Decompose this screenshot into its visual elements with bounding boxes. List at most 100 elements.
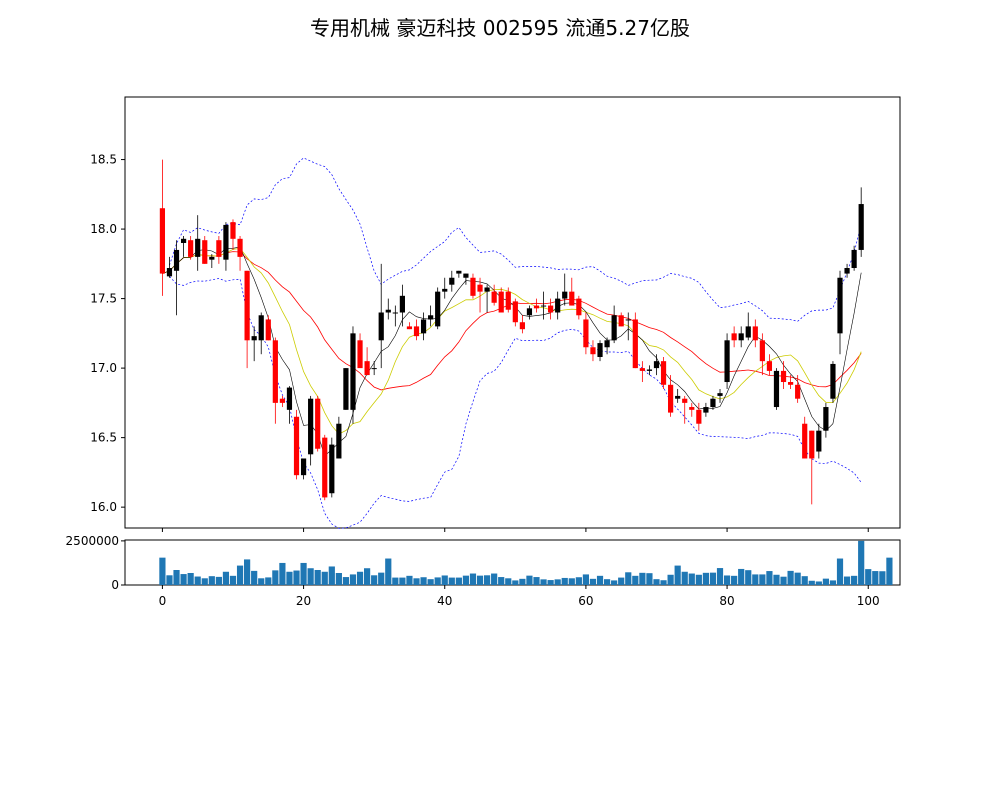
x-axis-tick-label: 60	[578, 594, 593, 608]
volume-bar	[519, 578, 526, 585]
volume-axis-tick-label: 2500000	[66, 534, 119, 548]
volume-bar	[561, 577, 568, 585]
candle-body	[237, 238, 243, 257]
candle-body	[632, 319, 638, 369]
volume-bar	[879, 571, 886, 585]
candle-body	[308, 398, 314, 455]
volume-bar	[759, 574, 766, 585]
candle-body	[428, 315, 434, 320]
candle-body	[823, 407, 829, 431]
candle-body	[420, 319, 427, 334]
candle-body	[590, 347, 596, 355]
x-axis-tick-label: 0	[159, 594, 167, 608]
candle-body	[766, 361, 773, 371]
candle-body	[802, 423, 808, 459]
candle-body	[519, 322, 525, 330]
candle-body	[858, 204, 864, 250]
x-axis-tick-label: 80	[719, 594, 734, 608]
volume-bar	[822, 578, 829, 585]
candle-body	[456, 270, 462, 274]
volume-bar	[582, 574, 590, 585]
volume-bar	[349, 574, 357, 585]
candle-body	[442, 288, 448, 292]
volume-bar	[568, 578, 575, 585]
volume-bar	[674, 565, 681, 585]
candle-body	[618, 315, 624, 327]
volume-bar	[286, 571, 293, 585]
x-axis-tick-label: 20	[296, 594, 311, 608]
volume-bar	[441, 575, 448, 585]
volume-bar	[858, 540, 865, 585]
volume-bar	[187, 573, 194, 585]
volume-bar	[688, 573, 695, 585]
volume-bar	[611, 580, 618, 585]
volume-bar	[314, 570, 321, 585]
candle-body	[646, 369, 653, 371]
candle-body	[675, 395, 681, 399]
candle-body	[329, 444, 335, 494]
volume-bar	[872, 571, 879, 585]
candle-body	[244, 270, 250, 341]
price-axis-tick-label: 16.0	[90, 500, 117, 514]
volume-bar	[554, 579, 561, 585]
volume-bar	[632, 575, 639, 585]
candle-body	[159, 208, 166, 274]
volume-bar	[194, 576, 201, 585]
volume-bar	[829, 580, 837, 585]
volume-bar	[709, 572, 717, 585]
volume-bar	[180, 574, 187, 585]
candle-body	[526, 308, 533, 316]
volume-bar	[808, 580, 815, 585]
volume-bar	[385, 558, 392, 585]
candle-body	[851, 249, 857, 269]
volume-bar	[455, 577, 462, 585]
candle-body	[533, 305, 540, 309]
candle-body	[780, 370, 787, 383]
candle-body	[258, 315, 264, 341]
candle-body	[809, 430, 815, 459]
candle-body	[844, 268, 850, 274]
volume-bar	[427, 579, 434, 585]
volume-bar	[244, 559, 251, 585]
volume-bar	[307, 568, 314, 585]
volume-bar	[420, 577, 427, 585]
candle-body	[653, 361, 660, 369]
candle-body	[773, 370, 780, 408]
volume-bar	[406, 575, 413, 585]
volume-bar	[166, 575, 173, 585]
candle-body	[209, 256, 215, 260]
candle-body	[689, 407, 695, 410]
volume-bar	[603, 579, 611, 585]
volume-bar	[413, 578, 420, 585]
candle-body	[392, 312, 398, 314]
candle-body	[173, 249, 180, 271]
candle-body	[293, 416, 300, 476]
candle-body	[668, 384, 674, 413]
price-axis-tick-label: 18.5	[90, 153, 117, 167]
candle-body	[371, 368, 377, 370]
volume-bar	[300, 562, 307, 585]
candle-body	[660, 361, 667, 385]
candle-body	[710, 398, 716, 408]
candle-body	[703, 407, 709, 413]
volume-bar	[448, 577, 455, 585]
volume-bar	[660, 580, 667, 585]
volume-bar	[738, 568, 745, 585]
candle-body	[413, 326, 420, 337]
volume-bar	[787, 570, 794, 585]
volume-bar	[434, 577, 441, 585]
candle-body	[738, 333, 744, 341]
volume-bar	[201, 578, 208, 585]
candle-body	[724, 340, 730, 383]
volume-bar	[342, 577, 350, 585]
candle-body	[272, 340, 278, 403]
candle-body	[435, 291, 441, 327]
volume-bar	[476, 575, 484, 585]
volume-bar	[265, 577, 272, 585]
candle-body	[350, 333, 356, 410]
candle-body	[787, 382, 794, 385]
volume-bar	[766, 571, 773, 585]
volume-bar	[843, 576, 851, 585]
price-axis-tick-label: 16.5	[90, 431, 117, 445]
volume-bar	[258, 578, 265, 585]
